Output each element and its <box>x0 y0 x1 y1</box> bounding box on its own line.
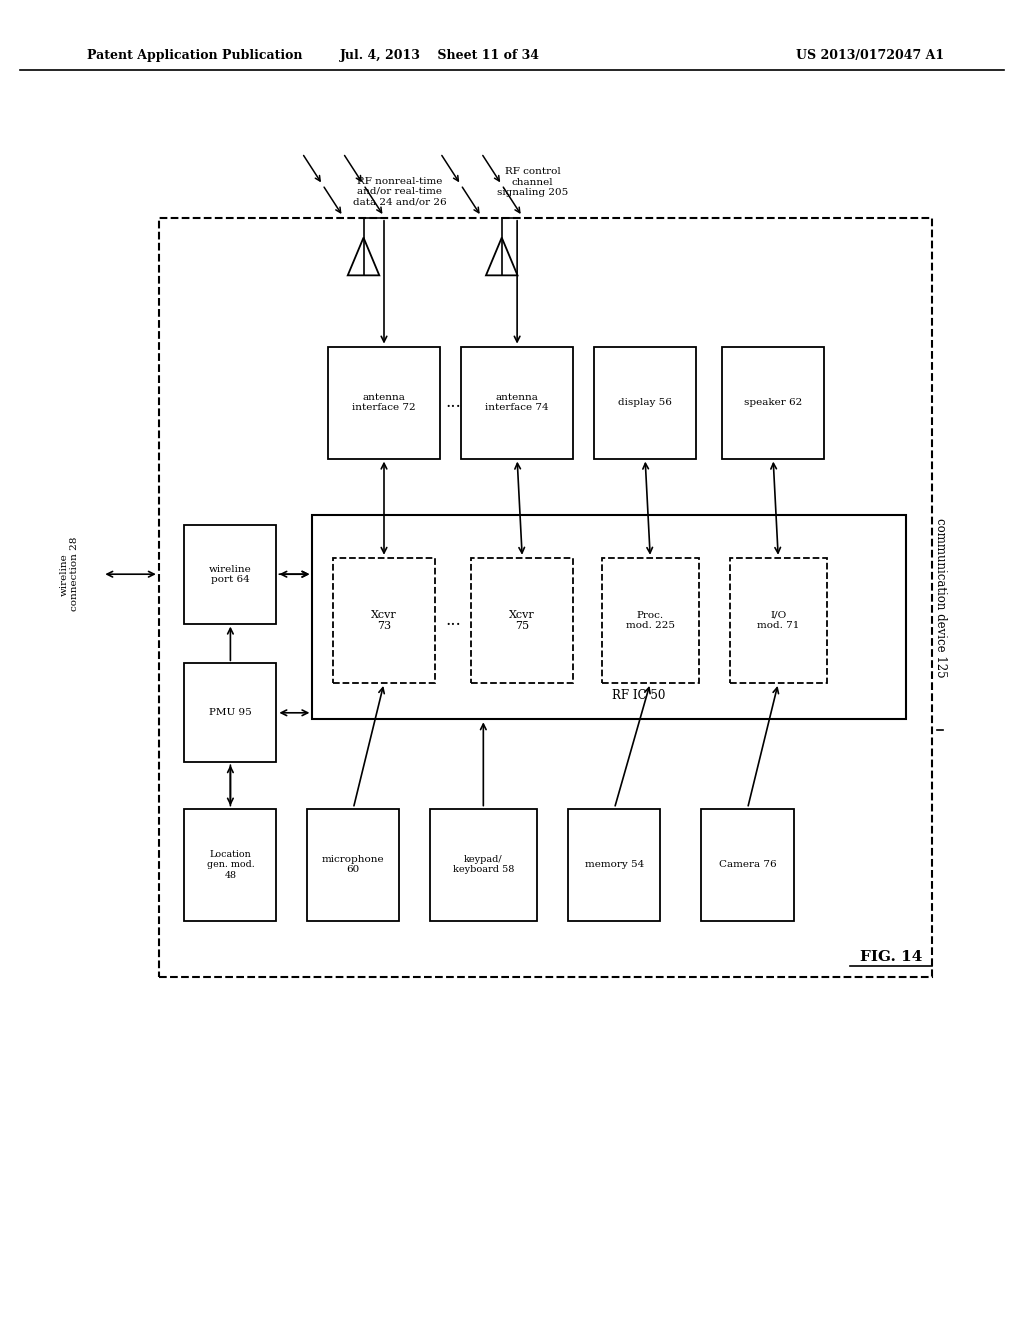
Bar <box>568 808 660 921</box>
Text: display 56: display 56 <box>618 399 672 407</box>
Text: Patent Application Publication: Patent Application Publication <box>87 49 302 62</box>
Bar <box>729 557 827 682</box>
Bar <box>184 808 276 921</box>
Text: communication device 125: communication device 125 <box>934 519 946 677</box>
Text: Jul. 4, 2013    Sheet 11 of 34: Jul. 4, 2013 Sheet 11 of 34 <box>340 49 541 62</box>
Text: keypad/
keyboard 58: keypad/ keyboard 58 <box>453 855 514 874</box>
Text: I/O
mod. 71: I/O mod. 71 <box>757 611 800 630</box>
Text: antenna
interface 72: antenna interface 72 <box>352 393 416 412</box>
Bar <box>594 347 696 459</box>
Text: microphone
60: microphone 60 <box>322 855 385 874</box>
Bar <box>701 808 794 921</box>
Bar <box>159 218 932 977</box>
Text: antenna
interface 74: antenna interface 74 <box>485 393 549 412</box>
Bar <box>430 808 537 921</box>
Bar <box>602 557 698 682</box>
Bar <box>184 525 276 624</box>
Bar <box>328 347 440 459</box>
Text: speaker 62: speaker 62 <box>744 399 802 407</box>
Text: Proc.
mod. 225: Proc. mod. 225 <box>626 611 675 630</box>
Text: ...: ... <box>445 395 462 411</box>
Bar <box>312 515 906 719</box>
Text: US 2013/0172047 A1: US 2013/0172047 A1 <box>797 49 944 62</box>
Bar <box>333 557 435 682</box>
Bar <box>184 663 276 762</box>
Text: RF nonreal-time
and/or real-time
data 24 and/or 26: RF nonreal-time and/or real-time data 24… <box>352 177 446 206</box>
Text: wireline
connection 28: wireline connection 28 <box>60 537 79 611</box>
Text: ...: ... <box>445 612 462 628</box>
Bar <box>722 347 824 459</box>
Bar <box>307 808 399 921</box>
Text: PMU 95: PMU 95 <box>209 709 252 717</box>
Text: Xcvr
75: Xcvr 75 <box>509 610 536 631</box>
Text: wireline
port 64: wireline port 64 <box>209 565 252 583</box>
Bar <box>461 347 573 459</box>
Text: FIG. 14: FIG. 14 <box>860 950 922 964</box>
Text: RF IC 50: RF IC 50 <box>612 689 666 702</box>
Text: Location
gen. mod.
48: Location gen. mod. 48 <box>207 850 254 879</box>
Text: RF control
channel
signaling 205: RF control channel signaling 205 <box>497 168 568 197</box>
Text: Xcvr
73: Xcvr 73 <box>371 610 397 631</box>
Text: memory 54: memory 54 <box>585 861 644 869</box>
Text: Camera 76: Camera 76 <box>719 861 776 869</box>
Bar <box>471 557 573 682</box>
